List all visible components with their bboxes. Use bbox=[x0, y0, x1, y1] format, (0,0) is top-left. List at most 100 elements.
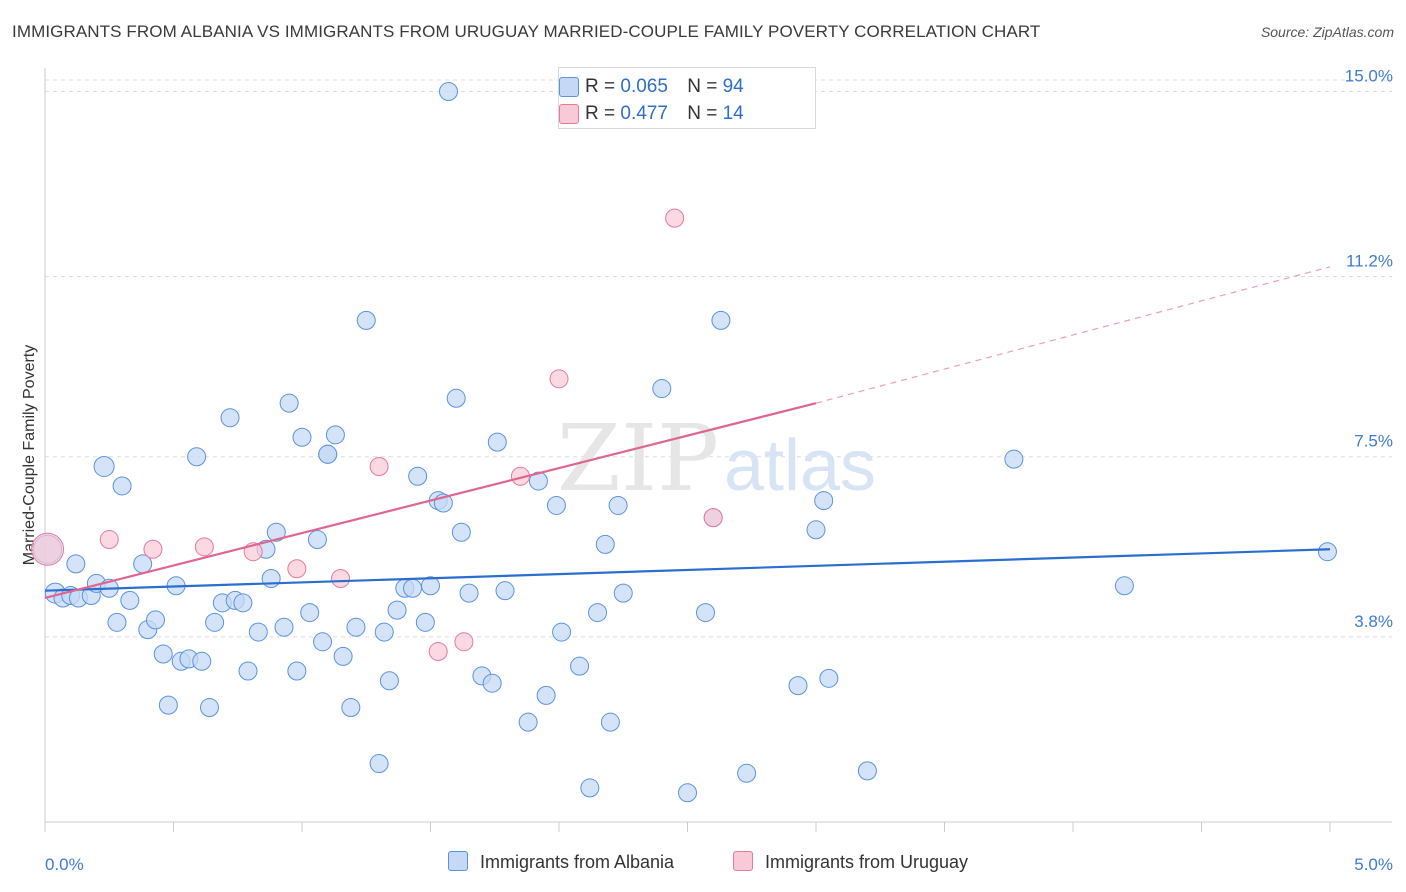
n-label: N = bbox=[687, 76, 718, 97]
data-point-albania bbox=[356, 310, 376, 330]
data-point-albania bbox=[261, 568, 281, 588]
data-point-albania bbox=[487, 432, 507, 452]
r-label: R = bbox=[585, 76, 616, 97]
data-point-albania bbox=[205, 612, 225, 632]
trend-line-uruguay bbox=[44, 402, 817, 600]
data-point-albania bbox=[107, 612, 127, 632]
x-tick-label: 0.0% bbox=[45, 855, 84, 874]
y-tick-label: 11.2% bbox=[1346, 252, 1393, 271]
data-point-albania bbox=[613, 583, 633, 603]
data-point-albania bbox=[403, 578, 423, 598]
data-point-albania bbox=[287, 661, 307, 681]
data-point-albania bbox=[318, 444, 338, 464]
data-point-uruguay bbox=[454, 632, 474, 652]
data-point-albania bbox=[652, 379, 672, 399]
legend-item-albania[interactable]: Immigrants from Albania bbox=[448, 851, 674, 877]
data-point-albania bbox=[518, 712, 538, 732]
data-point-albania bbox=[300, 603, 320, 623]
albania-swatch bbox=[448, 851, 468, 871]
data-point-albania bbox=[451, 522, 471, 542]
data-point-uruguay bbox=[143, 539, 163, 559]
data-point-uruguay bbox=[703, 508, 723, 528]
data-point-uruguay bbox=[665, 208, 685, 228]
data-point-albania bbox=[678, 783, 697, 803]
trend-line-albania bbox=[44, 548, 1331, 592]
data-point-uruguay bbox=[287, 559, 307, 579]
data-point-uruguay bbox=[331, 568, 351, 588]
data-point-albania bbox=[608, 495, 628, 515]
axes bbox=[44, 68, 1392, 832]
data-point-albania bbox=[220, 408, 240, 428]
watermark: ZIP atlas bbox=[557, 405, 876, 512]
data-point-albania bbox=[1317, 542, 1337, 562]
data-point-albania bbox=[346, 617, 366, 637]
source-note: Source: ZipAtlas.com bbox=[1260, 24, 1394, 40]
data-point-albania bbox=[482, 673, 502, 693]
data-point-albania bbox=[570, 656, 590, 676]
legend-label-uruguay: Immigrants from Uruguay bbox=[765, 852, 969, 872]
chart-title: IMMIGRANTS FROM ALBANIA VS IMMIGRANTS FR… bbox=[12, 22, 1041, 41]
n-value-uruguay: 14 bbox=[722, 103, 744, 124]
y-tick-label: 3.8% bbox=[1354, 612, 1393, 631]
data-point-albania bbox=[711, 310, 731, 330]
legend-row-uruguay: R = 0.477 N = 14 bbox=[559, 103, 744, 127]
data-point-uruguay bbox=[428, 642, 448, 662]
data-point-albania bbox=[274, 617, 294, 637]
data-point-albania bbox=[158, 695, 178, 715]
data-point-albania bbox=[819, 668, 839, 688]
data-point-albania bbox=[600, 712, 620, 732]
uruguay-swatch bbox=[733, 851, 753, 871]
data-point-albania bbox=[374, 622, 394, 642]
y-tick-label: 15.0% bbox=[1345, 66, 1393, 85]
data-point-albania bbox=[233, 593, 253, 613]
data-point-albania bbox=[387, 600, 407, 620]
data-point-albania bbox=[737, 763, 757, 783]
data-point-albania bbox=[421, 576, 440, 596]
watermark-zip: ZIP bbox=[557, 405, 719, 512]
data-point-albania bbox=[199, 698, 219, 718]
legend-row-albania: R = 0.065 N = 94 bbox=[559, 76, 744, 100]
r-value-uruguay: 0.477 bbox=[620, 103, 668, 124]
data-point-albania bbox=[112, 476, 132, 496]
data-point-albania bbox=[238, 661, 258, 681]
n-label: N = bbox=[687, 103, 718, 124]
data-point-uruguay bbox=[194, 537, 214, 557]
data-point-albania bbox=[857, 761, 877, 781]
r-label: R = bbox=[585, 103, 616, 124]
data-point-albania bbox=[588, 603, 608, 623]
data-point-albania bbox=[307, 530, 327, 550]
data-point-albania bbox=[292, 427, 312, 447]
data-point-albania bbox=[313, 632, 333, 652]
data-point-albania bbox=[266, 522, 286, 542]
data-point-albania bbox=[580, 778, 600, 798]
data-point-albania bbox=[1114, 576, 1134, 596]
data-point-albania bbox=[415, 612, 435, 632]
data-point-albania bbox=[341, 698, 361, 718]
legend-label-albania: Immigrants from Albania bbox=[480, 852, 675, 872]
data-point-albania bbox=[806, 520, 826, 540]
r-value-albania: 0.065 bbox=[620, 76, 668, 97]
data-point-albania bbox=[187, 447, 207, 467]
albania-swatch bbox=[559, 77, 579, 97]
series-uruguay bbox=[31, 208, 723, 662]
trend-line-uruguay-extension bbox=[815, 266, 1331, 404]
tick-labels: 3.8% 7.5% 11.2% 15.0% 0.0% 5.0% bbox=[45, 66, 1393, 874]
n-value-albania: 94 bbox=[722, 76, 744, 97]
data-point-albania bbox=[93, 455, 115, 477]
data-point-albania bbox=[1004, 449, 1024, 469]
data-point-uruguay bbox=[31, 532, 65, 566]
data-point-albania bbox=[192, 651, 212, 671]
series-albania bbox=[33, 81, 1337, 803]
data-point-albania bbox=[814, 491, 834, 511]
data-point-albania bbox=[552, 622, 572, 642]
data-point-albania bbox=[528, 471, 548, 491]
data-point-albania bbox=[333, 646, 353, 666]
data-point-albania bbox=[408, 466, 428, 486]
correlation-legend: R = 0.065 N = 94 R = 0.477 N = 14 bbox=[558, 67, 816, 129]
x-tick-label: 5.0% bbox=[1354, 855, 1393, 874]
legend-item-uruguay[interactable]: Immigrants from Uruguay bbox=[733, 851, 968, 877]
data-point-albania bbox=[495, 581, 515, 601]
data-point-uruguay bbox=[99, 530, 119, 550]
y-tick-label: 7.5% bbox=[1354, 432, 1393, 451]
